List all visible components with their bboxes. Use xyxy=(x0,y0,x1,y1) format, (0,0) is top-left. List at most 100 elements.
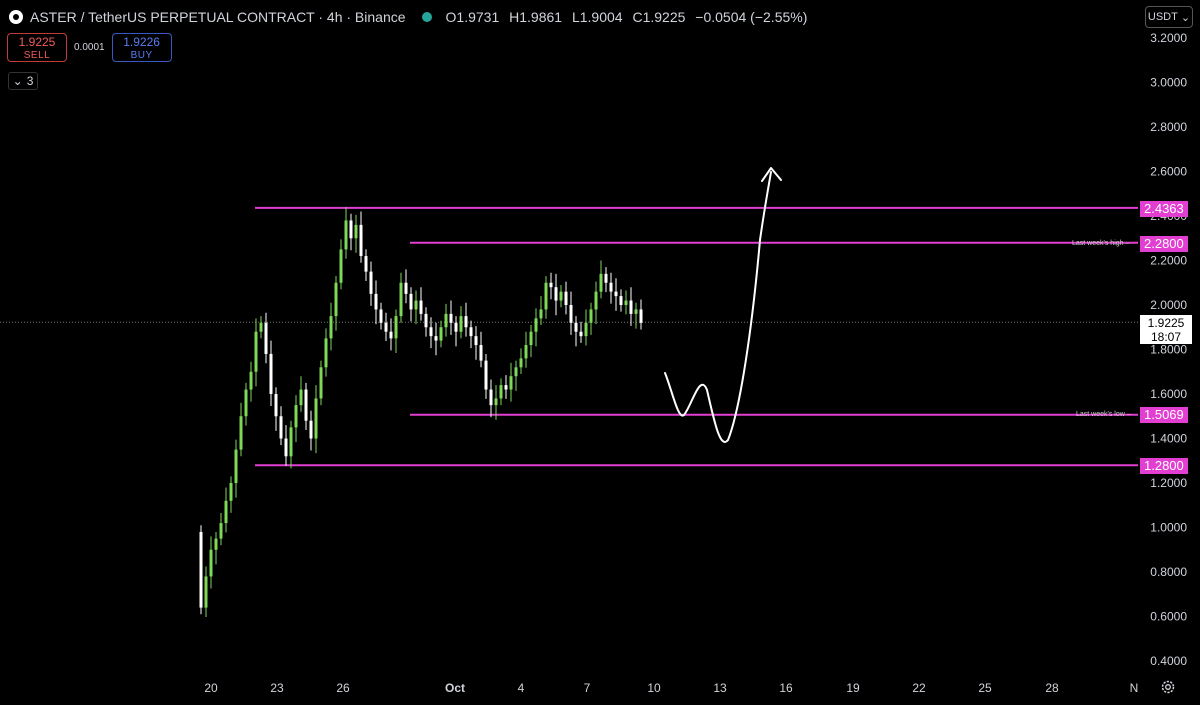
candle-body xyxy=(559,291,563,301)
candle-body xyxy=(234,449,238,483)
candle-body xyxy=(409,293,413,310)
x-tick-label: 7 xyxy=(584,681,591,695)
candle-body xyxy=(564,291,568,305)
candle-body xyxy=(329,316,333,339)
level-tag: 2.2800 xyxy=(1140,236,1188,252)
candle-body xyxy=(604,273,608,283)
candle-body xyxy=(464,316,468,328)
symbol-logo-icon xyxy=(9,10,23,24)
candle-body xyxy=(374,293,378,310)
level-price: 1.5069 xyxy=(1144,407,1184,422)
candle-body xyxy=(309,420,313,439)
open-value: O1.9731 xyxy=(445,9,500,25)
candle-body xyxy=(459,316,463,332)
candle-body xyxy=(429,327,433,337)
candle-body xyxy=(554,287,558,301)
candle-body xyxy=(324,338,328,368)
candle-body xyxy=(479,345,483,361)
countdown-value: 18:07 xyxy=(1150,330,1182,344)
settings-gear-icon[interactable] xyxy=(1160,679,1176,695)
sell-price: 1.9225 xyxy=(18,35,56,49)
candle-body xyxy=(299,389,303,406)
symbol-title[interactable]: ASTER / TetherUS PERPETUAL CONTRACT · 4h… xyxy=(30,9,406,25)
candle-body xyxy=(484,360,488,390)
candle-body xyxy=(264,322,268,354)
candle-body xyxy=(439,327,443,341)
chart-header: ASTER / TetherUS PERPETUAL CONTRACT · 4h… xyxy=(8,9,813,25)
candle-body xyxy=(354,224,358,239)
buy-price: 1.9226 xyxy=(123,35,160,49)
candle-body xyxy=(254,331,258,372)
candle-body xyxy=(399,282,403,317)
level-note-text: Last week's low xyxy=(1076,411,1125,418)
candle-body xyxy=(584,322,588,337)
x-tick-label: 13 xyxy=(713,681,727,695)
chevron-down-icon: ⌄ xyxy=(1180,11,1191,24)
candle-body xyxy=(294,405,298,428)
currency-select[interactable]: USDT ⌄ xyxy=(1145,6,1193,28)
candle-body xyxy=(574,322,578,332)
close-value: C1.9225 xyxy=(632,9,686,25)
level-tag: 2.4363 xyxy=(1140,201,1188,217)
indicator-count: 3 xyxy=(26,74,34,88)
y-tick-label: 1.0000 xyxy=(1150,521,1187,535)
y-tick-label: 1.6000 xyxy=(1150,387,1187,401)
y-tick-label: 0.4000 xyxy=(1150,654,1187,668)
level-note: Last week's low – xyxy=(1076,411,1131,418)
candle-body xyxy=(244,389,248,417)
x-tick-label: 22 xyxy=(912,681,926,695)
candle-body xyxy=(249,371,253,390)
indicator-collapse-button[interactable]: ⌄ 3 xyxy=(8,72,38,90)
candle-body xyxy=(579,331,583,337)
y-tick-label: 3.0000 xyxy=(1150,76,1187,90)
candle-body xyxy=(539,309,543,319)
y-tick-label: 0.8000 xyxy=(1150,565,1187,579)
candle-body xyxy=(404,282,408,294)
spread-value: 0.0001 xyxy=(74,42,105,53)
candle-body xyxy=(599,273,603,292)
level-note-text: Last week's high xyxy=(1072,240,1124,247)
x-tick-label: Oct xyxy=(445,681,465,695)
candle-body xyxy=(504,385,508,390)
candle-body xyxy=(209,549,213,577)
x-tick-label: 20 xyxy=(204,681,218,695)
buy-button[interactable]: 1.9226 BUY xyxy=(111,33,172,62)
candle-body xyxy=(519,358,523,368)
y-tick-label: 0.6000 xyxy=(1150,610,1187,624)
candle-body xyxy=(239,416,243,450)
candle-body xyxy=(614,291,618,297)
candle-body xyxy=(434,336,438,341)
x-tick-label: 4 xyxy=(518,681,525,695)
candle-body xyxy=(279,416,283,439)
candle-body xyxy=(269,353,273,394)
candle-body xyxy=(639,309,643,323)
candle-body xyxy=(489,389,493,406)
x-tick-label: 16 xyxy=(779,681,793,695)
candle-body xyxy=(359,224,363,257)
x-tick-label: 10 xyxy=(647,681,661,695)
low-value: L1.9004 xyxy=(571,9,623,25)
candle-body xyxy=(314,398,318,439)
current-price-value: 1.9225 xyxy=(1147,316,1185,330)
y-tick-label: 1.4000 xyxy=(1150,432,1187,446)
candle-body xyxy=(344,220,348,250)
candle-body xyxy=(349,220,353,239)
candle-body xyxy=(214,538,218,550)
candle-body xyxy=(514,367,518,377)
candle-body xyxy=(274,394,278,417)
candle-body xyxy=(509,376,513,390)
candle-body xyxy=(589,309,593,323)
candle-body xyxy=(389,331,393,339)
x-tick-label: N xyxy=(1130,681,1139,695)
candle-body xyxy=(444,313,448,328)
candle-body xyxy=(499,385,503,399)
x-tick-label: 28 xyxy=(1045,681,1059,695)
candle-body xyxy=(569,305,573,323)
candle-body xyxy=(594,291,598,310)
y-tick-label: 1.8000 xyxy=(1150,343,1187,357)
candle-body xyxy=(419,300,423,314)
sell-button[interactable]: 1.9225 SELL xyxy=(7,33,67,62)
y-tick-label: 2.2000 xyxy=(1150,254,1187,268)
y-tick-label: 1.2000 xyxy=(1150,476,1187,490)
